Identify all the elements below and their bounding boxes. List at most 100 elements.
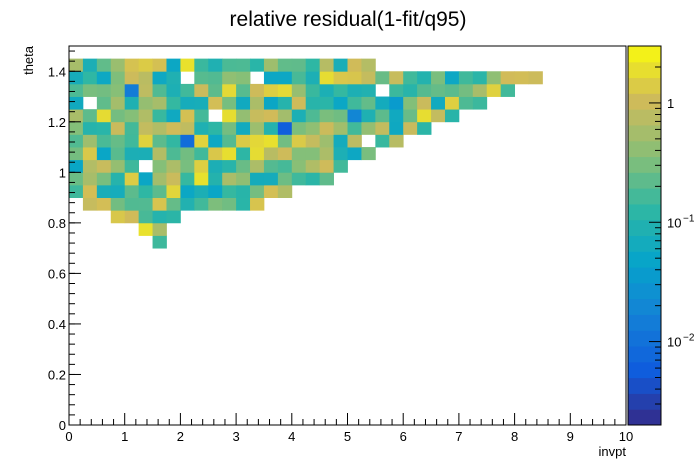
heatmap-cell <box>347 134 362 148</box>
heatmap-cell <box>319 96 334 110</box>
heatmap-cell <box>96 121 112 135</box>
heatmap-cell <box>236 83 251 97</box>
heatmap-cell <box>291 109 307 123</box>
heatmap-cell <box>166 109 181 123</box>
colorbar-segment <box>628 188 661 205</box>
heatmap-cell <box>431 83 446 97</box>
heatmap-cell <box>263 58 279 72</box>
heatmap-cell <box>305 71 321 85</box>
heatmap-cell <box>333 83 348 97</box>
heatmap-cell <box>291 83 307 97</box>
heatmap-cell <box>96 184 112 198</box>
colorbar-segment <box>628 267 661 284</box>
x-axis: 0 1 2 3 4 5 6 7 8 9 10 <box>65 413 633 444</box>
colorbar-tick-label: 10 <box>667 335 681 350</box>
heatmap-cell <box>431 109 446 123</box>
heatmap-cell <box>110 147 126 161</box>
heatmap-cell <box>69 83 84 97</box>
heatmap-cell <box>194 134 209 148</box>
heatmap-cell <box>403 109 418 123</box>
heatmap-cell <box>166 96 181 110</box>
heatmap-cell <box>180 96 195 110</box>
heatmap-cell <box>389 71 404 85</box>
heatmap-cell <box>69 172 84 186</box>
heatmap-cell <box>263 121 279 135</box>
heatmap-cell <box>236 121 251 135</box>
heatmap-cell <box>194 58 209 72</box>
heatmap-cell <box>69 96 84 110</box>
heatmap-cell <box>222 184 237 198</box>
heatmap-cell <box>138 210 153 224</box>
heatmap-cell <box>291 172 307 186</box>
heatmap-cell <box>472 71 488 85</box>
heatmap-cell <box>444 83 460 97</box>
colorbar-segment <box>628 346 661 363</box>
y-axis: 0 0.2 0.4 0.6 0.8 1 1.2 1.4 <box>48 50 81 433</box>
heatmap-cell <box>124 96 140 110</box>
heatmap-cell <box>124 197 140 211</box>
colorbar-segment <box>628 61 661 79</box>
heatmap-cell <box>236 134 251 148</box>
y-tick-label: 0.8 <box>48 216 66 231</box>
heatmap-cell <box>291 134 307 148</box>
x-tick-label: 3 <box>232 429 239 444</box>
colorbar-segment <box>628 314 661 331</box>
heatmap-cell <box>361 96 376 110</box>
heatmap-cell <box>166 184 181 198</box>
heatmap-cell <box>208 172 223 186</box>
heatmap-cell <box>458 71 474 85</box>
heatmap-cell <box>69 159 84 173</box>
heatmap-cell <box>69 147 84 161</box>
heatmap-cell <box>347 83 362 97</box>
heatmap-cell <box>69 184 84 198</box>
heatmap-cell <box>236 109 251 123</box>
heatmap-cell <box>180 197 195 211</box>
heatmap-cell <box>124 210 140 224</box>
heatmap-cell <box>236 96 251 110</box>
color-scale-bar: 10 −210 −11 <box>627 45 695 426</box>
heatmap-cell <box>208 184 223 198</box>
heatmap-cell <box>347 58 362 72</box>
heatmap-cell <box>291 96 307 110</box>
heatmap-cell <box>291 58 307 72</box>
heatmap-cell <box>110 172 126 186</box>
heatmap-cell <box>250 134 265 148</box>
heatmap-cell <box>263 159 279 173</box>
y-tick-label: 0.4 <box>48 317 66 332</box>
heatmap-cell <box>250 172 265 186</box>
heatmap-cell <box>96 134 112 148</box>
heatmap-cell <box>333 159 348 173</box>
x-tick-label: 4 <box>288 429 295 444</box>
heatmap-cell <box>152 210 167 224</box>
heatmap-cell <box>375 121 390 135</box>
heatmap-cell <box>96 147 112 161</box>
heatmap-cell <box>96 109 112 123</box>
heatmap-cell <box>277 184 293 198</box>
heatmap-cell <box>444 109 460 123</box>
heatmap-cell <box>138 58 153 72</box>
heatmap-cell <box>194 71 209 85</box>
heatmap-cell <box>417 109 432 123</box>
colorbar-tick-label: 1 <box>667 96 674 111</box>
heatmap-cell <box>333 147 348 161</box>
heatmap-cell <box>486 83 502 97</box>
heatmap-cell <box>291 147 307 161</box>
heatmap-cell <box>82 83 98 97</box>
heatmap-cell <box>236 58 251 72</box>
heatmap-cell <box>305 96 321 110</box>
heatmap-cell <box>110 134 126 148</box>
heatmap-cell <box>347 147 362 161</box>
heatmap-cell <box>124 147 140 161</box>
heatmap-cell <box>347 96 362 110</box>
heatmap-cell <box>152 184 167 198</box>
heatmap-cell <box>236 159 251 173</box>
heatmap-cell <box>166 159 181 173</box>
heatmap-cell <box>236 172 251 186</box>
heatmap-cell <box>166 147 181 161</box>
heatmap-cell <box>82 121 98 135</box>
heatmap-cell <box>69 71 84 85</box>
heatmap-cell <box>222 58 237 72</box>
heatmap-cell <box>305 121 321 135</box>
heatmap-cell <box>96 197 112 211</box>
